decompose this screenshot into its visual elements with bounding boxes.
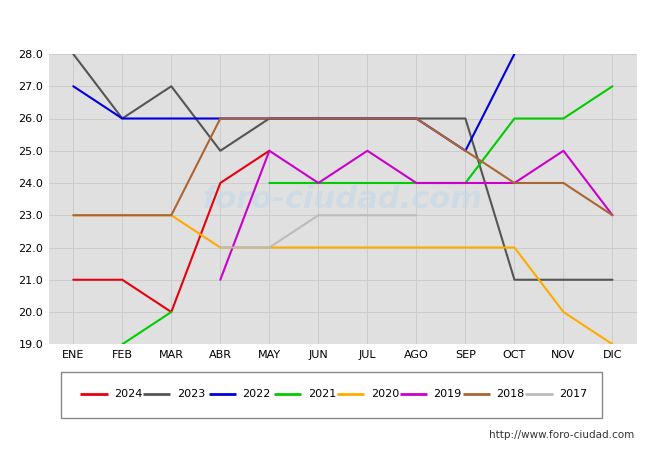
Text: 2023: 2023 (177, 389, 205, 399)
Text: http://www.foro-ciudad.com: http://www.foro-ciudad.com (489, 430, 634, 440)
Text: foro-ciudad.com: foro-ciudad.com (203, 184, 483, 214)
Text: 2022: 2022 (242, 389, 271, 399)
Text: 2018: 2018 (497, 389, 525, 399)
FancyBboxPatch shape (61, 372, 602, 418)
Text: 2020: 2020 (370, 389, 399, 399)
Text: 2024: 2024 (114, 389, 142, 399)
Text: 2021: 2021 (308, 389, 336, 399)
Text: Afiliados en Huérmeces a 31/5/2024: Afiliados en Huérmeces a 31/5/2024 (167, 14, 483, 33)
Text: 2017: 2017 (559, 389, 588, 399)
Text: 2019: 2019 (434, 389, 462, 399)
